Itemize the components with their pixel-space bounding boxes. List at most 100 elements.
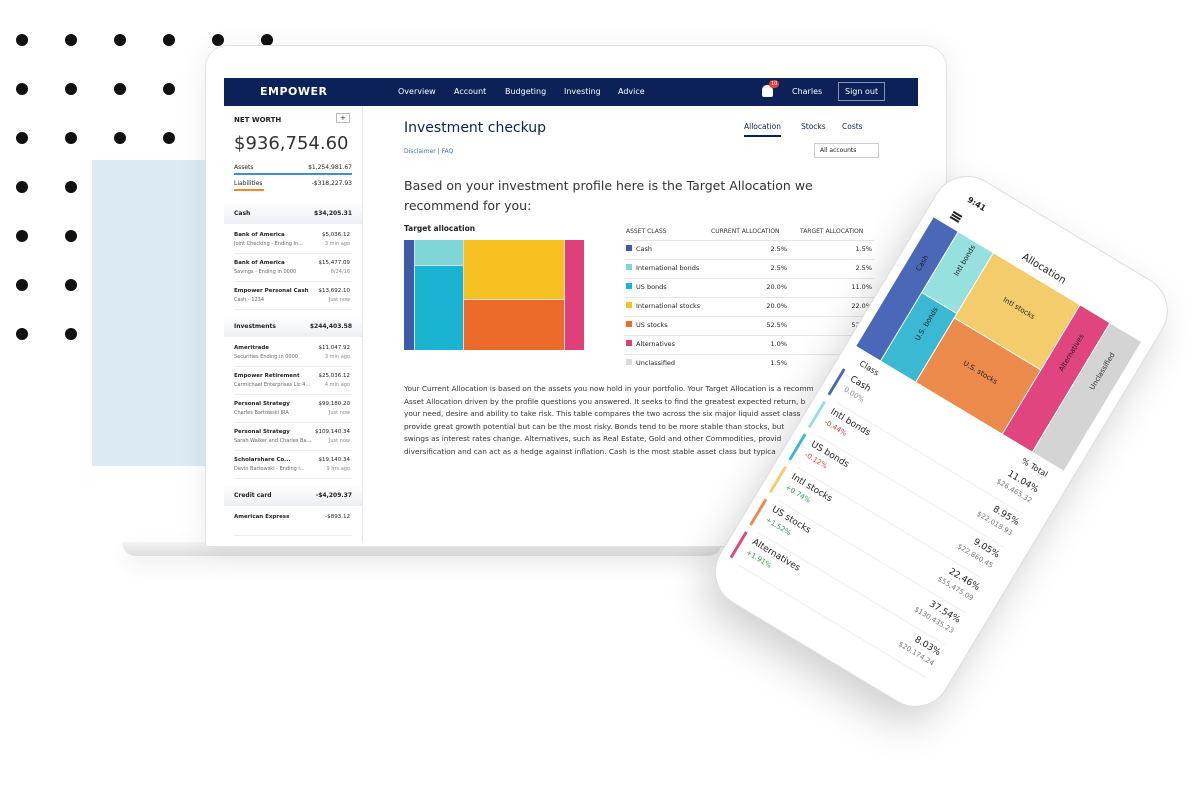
treemap-label: Alternatives: [1057, 332, 1086, 373]
current-allocation: 1.0%: [770, 340, 787, 348]
nav-link[interactable]: Budgeting: [505, 87, 547, 96]
status-time: 9:41: [965, 195, 988, 214]
current-allocation: 20.0%: [766, 283, 787, 291]
account-name[interactable]: Empower Personal Cash: [234, 288, 309, 294]
tab[interactable]: Allocation: [744, 122, 781, 137]
row-divider: [234, 535, 352, 536]
account-name[interactable]: Empower Retirement: [234, 373, 300, 379]
dot: [16, 181, 28, 193]
liabilities-bar: [234, 189, 264, 191]
account-updated: Just now: [328, 297, 350, 303]
group-name[interactable]: Credit card: [234, 492, 272, 499]
account-detail: Sarah Walker and Charles Ba...: [234, 438, 312, 444]
description-line: Your Current Allocation is based on the …: [404, 384, 814, 393]
asset-class: Cash: [636, 245, 653, 253]
nav-link[interactable]: Account: [454, 87, 487, 96]
current-allocation: 20.0%: [766, 302, 787, 310]
swatch: [626, 283, 632, 289]
assets-value: $1,254,981.67: [308, 164, 352, 171]
account-detail: Charles Bartowski IRA: [234, 410, 289, 416]
nav-bar: EMPOWER Overview Account Budgeting Investin…: [224, 78, 918, 106]
dot: [65, 34, 77, 46]
row-divider: [624, 259, 874, 260]
swatch: [626, 245, 632, 251]
asset-class: US stocks: [636, 321, 668, 329]
dot: [114, 132, 126, 144]
page-title: Investment checkup: [404, 120, 547, 136]
table-header: CURRENT ALLOCATION: [711, 228, 780, 235]
treemap-label: Intl bonds: [952, 243, 978, 278]
dot: [16, 132, 28, 144]
sign-out-button[interactable]: Sign out: [838, 82, 886, 101]
account-balance: $19,140.34: [318, 457, 351, 463]
account-balance: $15,477.09: [318, 260, 351, 266]
current-allocation: 1.5%: [770, 359, 787, 367]
treemap-label: Unclassified: [1088, 351, 1117, 392]
row-divider: [234, 366, 352, 367]
account-name[interactable]: Bank of America: [234, 232, 285, 238]
swatch: [626, 321, 632, 327]
account-balance: $25,036.12: [318, 373, 351, 379]
nav-link[interactable]: Overview: [398, 87, 436, 96]
row-divider: [624, 354, 874, 355]
group-name[interactable]: Investments: [234, 323, 276, 330]
account-detail: Savings - Ending in 0000: [234, 269, 297, 275]
account-name[interactable]: American Express: [234, 514, 290, 520]
account-updated: Just now: [328, 410, 350, 416]
account-updated: Just now: [328, 438, 350, 444]
account-balance: -$893.12: [325, 514, 350, 520]
account-filter[interactable]: All accounts: [814, 143, 880, 158]
user-menu[interactable]: Charles: [792, 87, 823, 96]
treemap-alternatives: [565, 240, 584, 350]
account-name[interactable]: Bank of America: [234, 260, 285, 266]
account-name[interactable]: Ameritrade: [234, 345, 270, 351]
account-updated: 4 min ago: [324, 382, 350, 388]
intro-text: Based on your investment profile here is…: [404, 178, 813, 193]
list-header-class: Class: [857, 359, 881, 378]
current-allocation: 52.5%: [766, 321, 787, 329]
asset-class: Alternatives: [636, 340, 676, 348]
group-name[interactable]: Cash: [234, 210, 251, 217]
account-detail: Devin Bartowski - Ending i...: [234, 466, 305, 472]
description-line: your need, desire and ability to take ri…: [404, 409, 801, 418]
dot: [65, 132, 77, 144]
description-line: provide great growth potential but can b…: [404, 421, 785, 431]
dot: [65, 328, 77, 340]
row-divider: [624, 278, 874, 279]
group-total: $244,403.58: [309, 323, 352, 330]
target-allocation: 2.5%: [855, 264, 872, 272]
current-allocation: 2.5%: [770, 245, 787, 253]
treemap-us-bonds: [415, 266, 463, 350]
dot: [163, 83, 175, 95]
target-allocation: 1.5%: [855, 245, 872, 253]
help-links[interactable]: Disclaimer | FAQ: [404, 148, 454, 155]
account-updated: 8/24/16: [330, 269, 350, 275]
description-line: diversification and can act as a hedge a…: [404, 446, 776, 456]
bell-icon[interactable]: [762, 85, 773, 97]
dot: [65, 230, 77, 242]
treemap-label: U.S. stocks: [961, 359, 999, 387]
dot: [65, 181, 77, 193]
row-divider: [624, 335, 874, 336]
description-line: swings as interest rates change. Alterna…: [404, 434, 782, 443]
add-account-button[interactable]: +: [336, 113, 350, 123]
liabilities-label: Liabilities: [234, 180, 263, 187]
row-divider: [234, 253, 352, 254]
group-total: $34,205.31: [314, 210, 352, 217]
account-name[interactable]: Personal Strategy: [234, 429, 290, 435]
tab[interactable]: Stocks: [801, 122, 826, 131]
row-divider: [234, 450, 352, 451]
account-updated: 9 hrs ago: [326, 466, 351, 472]
swatch: [626, 264, 632, 270]
assets-label: Assets: [234, 164, 254, 171]
nav-link[interactable]: Advice: [618, 87, 645, 96]
account-balance: $109,140.34: [315, 429, 350, 435]
account-name[interactable]: Personal Strategy: [234, 401, 290, 407]
chart-label: Target allocation: [404, 224, 476, 233]
treemap-cash: [404, 240, 414, 350]
nav-link[interactable]: Investing: [564, 87, 601, 96]
treemap-intl-bonds: [415, 240, 463, 265]
account-name[interactable]: Scholarshare Co...: [234, 457, 291, 463]
tab[interactable]: Costs: [842, 122, 863, 131]
